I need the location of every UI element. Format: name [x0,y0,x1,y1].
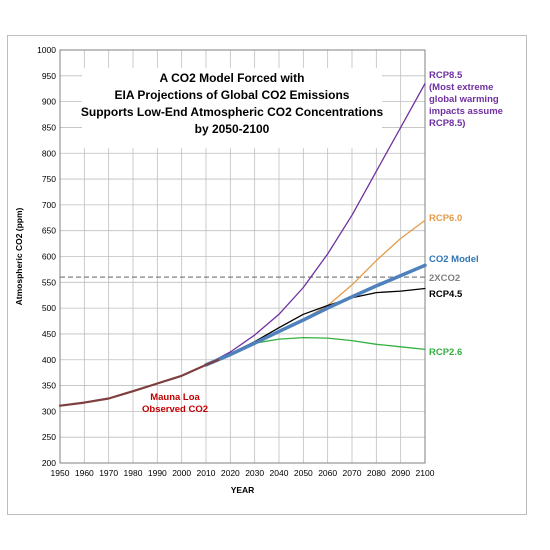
y-tick-label: 700 [42,200,56,210]
series-label: RCP8.5) [429,118,465,129]
y-tick-label: 650 [42,226,56,236]
y-tick-label: 200 [42,458,56,468]
x-tick-label: 2040 [270,468,289,478]
title-background [82,68,382,148]
series-line-rcp4-5 [205,287,426,366]
x-tick-label: 1950 [51,468,70,478]
plot-border [59,49,426,464]
series-line-rcp8-5 [205,82,426,366]
series-label: (Most extreme [429,82,493,93]
mauna-loa-annotation: Mauna Loa [150,392,200,403]
mauna-loa-annotation: Observed CO2 [142,404,208,415]
x-tick-label: 2080 [367,468,386,478]
chart-title-line: by 2050-2100 [195,122,270,136]
chart-title-line: Supports Low-End Atmospheric CO2 Concent… [81,105,384,119]
series-label: RCP4.5 [429,289,463,300]
x-tick-label: 1980 [124,468,143,478]
y-axis-title: Atmospheric CO2 (ppm) [14,207,24,305]
y-tick-label: 1000 [37,45,56,55]
series-line-mauna-loa-observed-co2 [58,358,220,407]
y-tick-label: 400 [42,355,56,365]
series-label: RCP6.0 [429,213,462,224]
x-tick-label: 2090 [391,468,410,478]
x-tick-label: 2010 [197,468,216,478]
y-tick-label: 350 [42,381,56,391]
series-label: RCP8.5 [429,70,463,81]
series-label: CO2 Model [429,254,479,265]
x-tick-label: 2100 [416,468,435,478]
y-tick-label: 850 [42,122,56,132]
y-tick-label: 950 [42,71,56,81]
x-tick-label: 1990 [148,468,167,478]
x-tick-label: 2060 [318,468,337,478]
y-tick-label: 600 [42,252,56,262]
chart-title-line: EIA Projections of Global CO2 Emissions [115,88,350,102]
y-tick-label: 750 [42,174,56,184]
series-label: RCP2.6 [429,347,462,358]
x-tick-label: 2000 [172,468,191,478]
series-line-co2-model [204,263,427,367]
y-tick-label: 550 [42,277,56,287]
title-box: A CO2 Model Forced with EIA Projections o… [81,68,384,148]
x-tick-label: 2020 [221,468,240,478]
x-tick-label: 2050 [294,468,313,478]
chart-title-line: A CO2 Model Forced with [160,71,305,85]
series-label: global warming [429,94,499,105]
y-tick-label: 900 [42,97,56,107]
y-tick-label: 800 [42,148,56,158]
series-label: impacts assume [429,106,503,117]
reference-label-2xco2: 2XCO2 [429,273,460,284]
series-line-rcp6-0 [205,219,426,366]
y-tick-label: 300 [42,406,56,416]
x-tick-label: 1960 [75,468,94,478]
y-tick-label: 450 [42,329,56,339]
y-tick-label: 250 [42,432,56,442]
x-tick-label: 2070 [343,468,362,478]
x-tick-label: 2030 [245,468,264,478]
x-tick-label: 1970 [99,468,118,478]
y-tick-label: 500 [42,303,56,313]
x-axis-title: YEAR [231,485,255,495]
